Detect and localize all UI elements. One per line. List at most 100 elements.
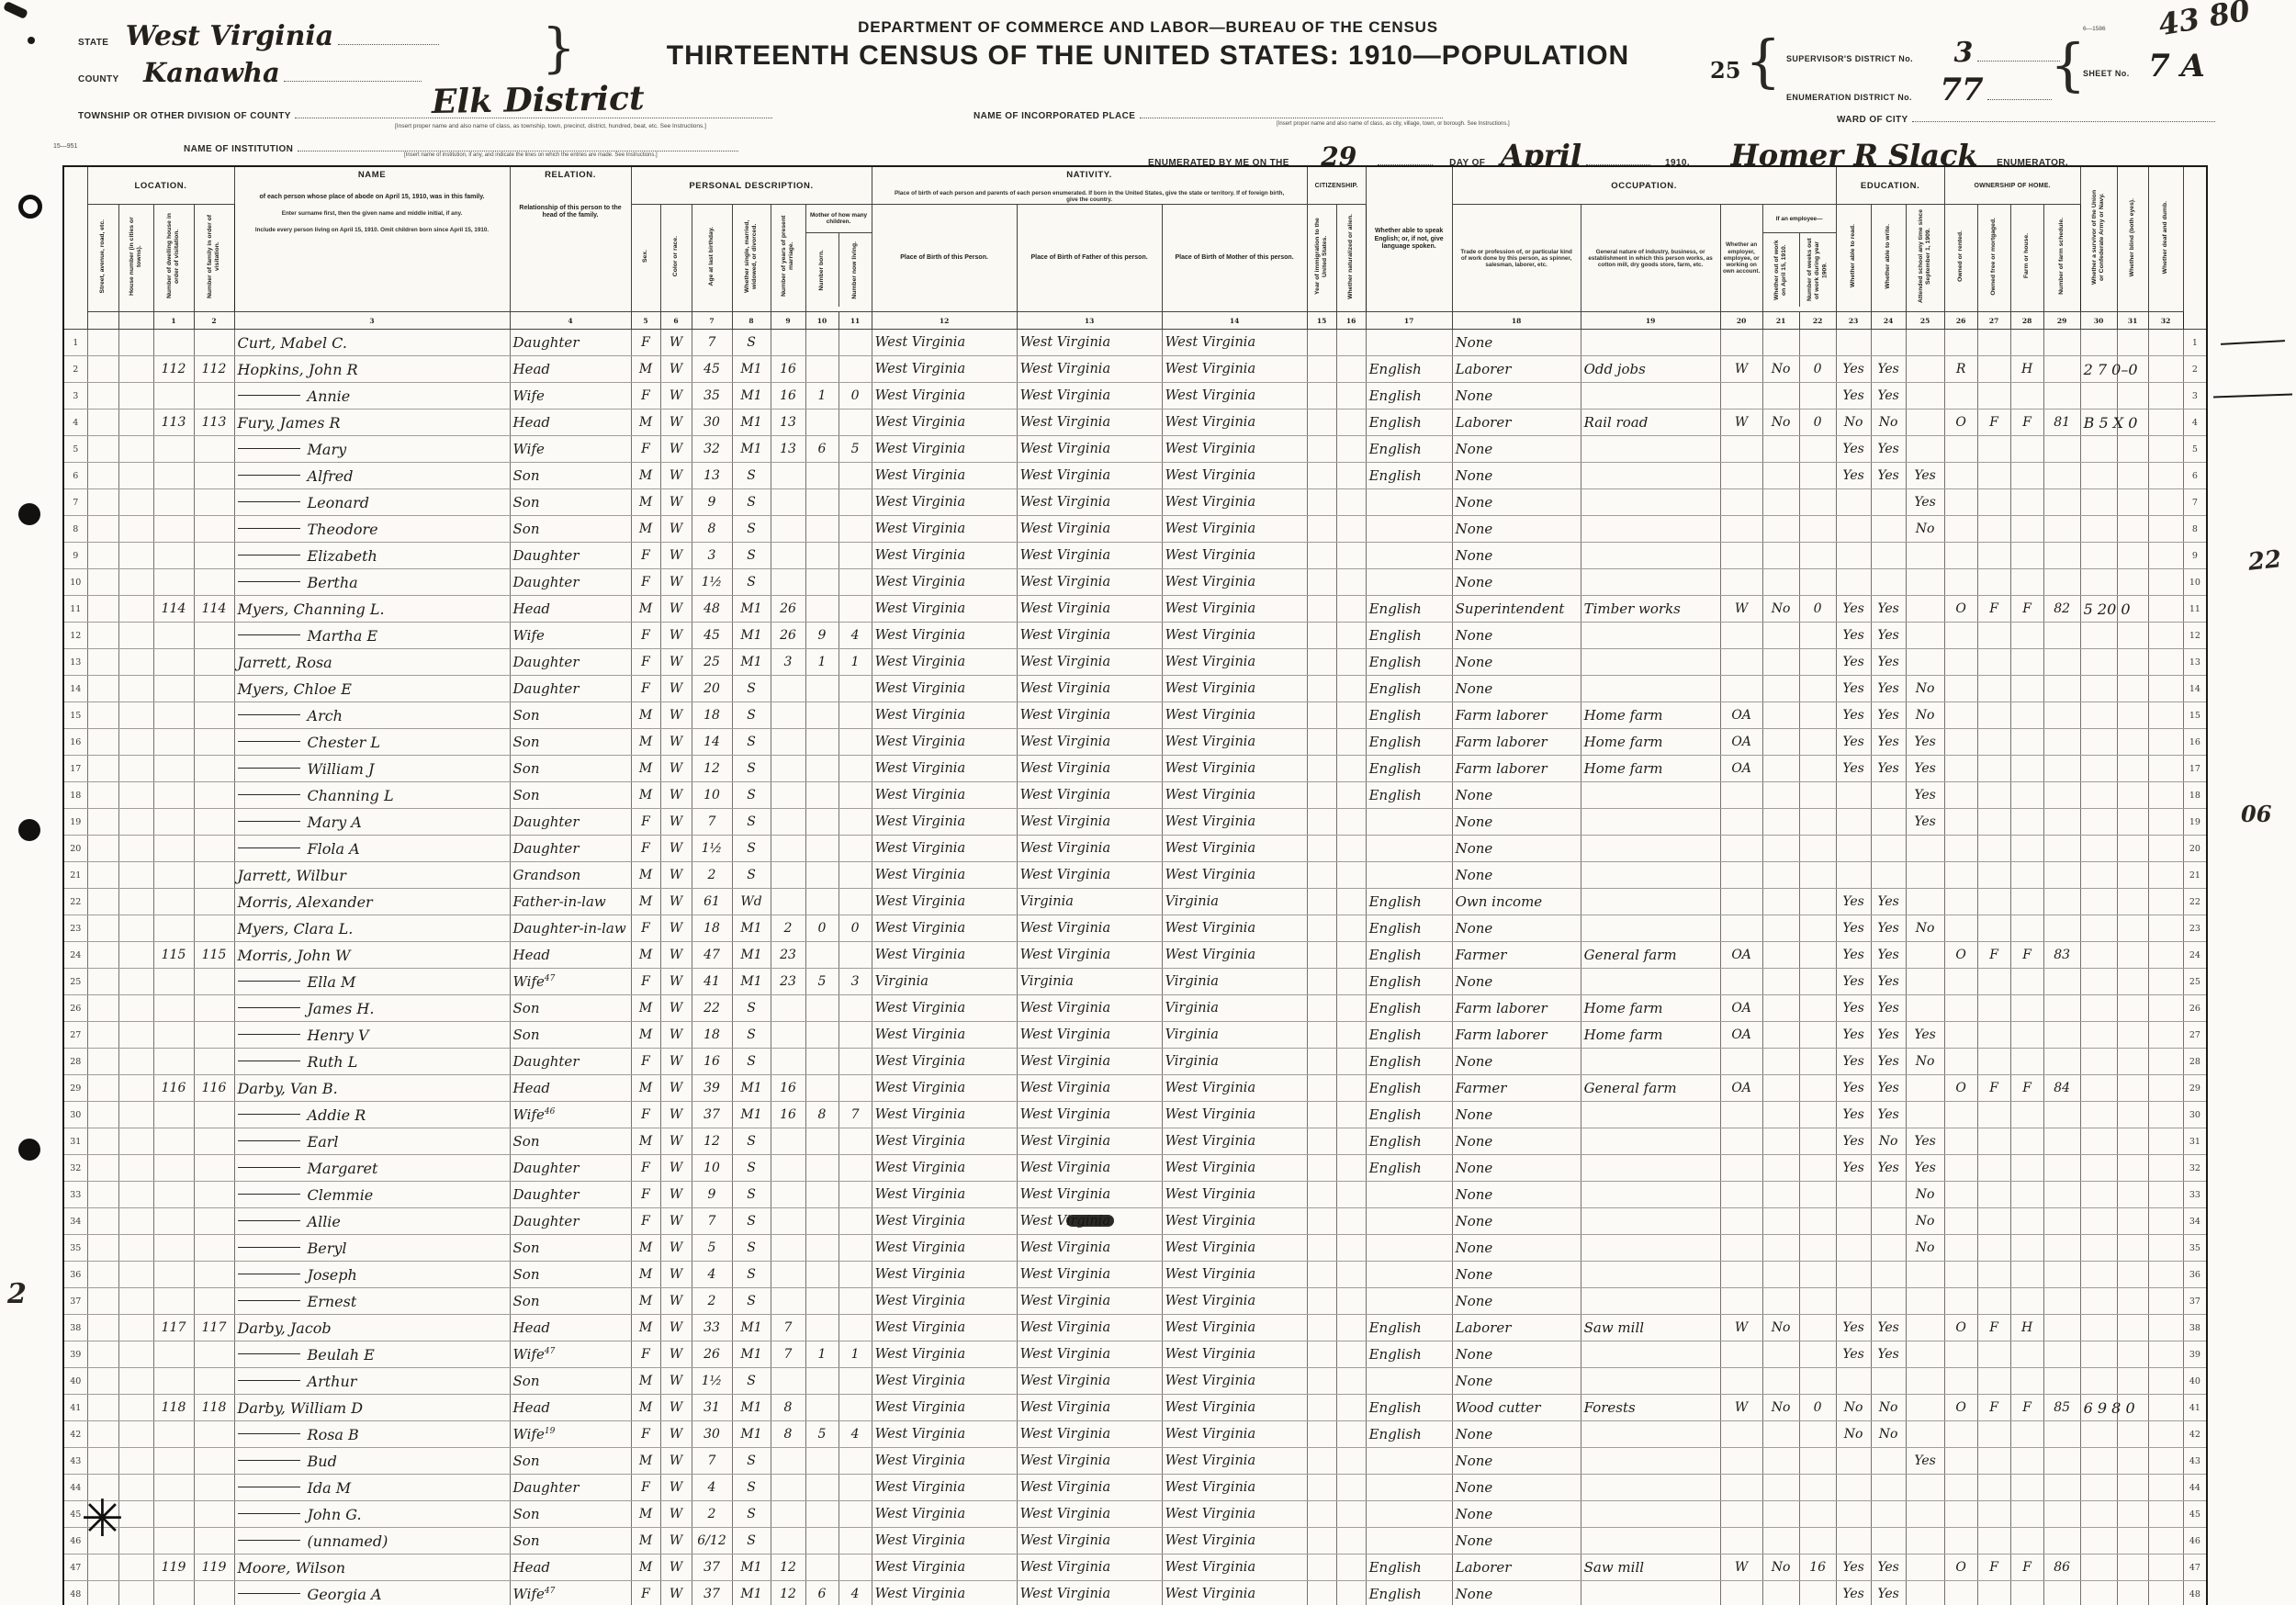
father-birthplace-cell: West Virginia [1017,515,1163,544]
blind-cell [2117,968,2149,996]
dwelling-number-cell [153,1181,195,1209]
deaf-cell [2148,1261,2184,1289]
relation-cell: Son [509,781,632,810]
out-of-work-cell [1762,755,1800,783]
children-born-cell [805,861,839,890]
age-cell: 4 [692,1261,733,1289]
enumerated-year: 1910. [1665,158,1691,168]
blind-cell [2117,595,2149,623]
deaf-cell [2148,1234,2184,1263]
immigration-year-cell [1306,1500,1337,1529]
farm-schedule-cell [2043,1154,2081,1183]
blind-cell [2117,888,2149,916]
reads-cell [1835,1287,1872,1316]
ditto-dash [237,740,300,742]
age-cell: 9 [692,1181,733,1209]
marital-status-cell: S [732,462,771,490]
line-number-cell: 3 [63,382,88,410]
english-cell [1365,835,1453,863]
father-birthplace-cell: West Virginia [1017,1021,1163,1049]
school-cell [1906,835,1945,863]
farm-schedule-cell [2043,1021,2081,1049]
birthplace-column-header: Place of Birth of this Person. [871,204,1018,313]
years-married-cell: 16 [771,382,806,410]
farm-house-cell [2010,1287,2044,1316]
owned-rented-cell [1943,1580,1978,1605]
english-cell [1365,329,1453,357]
house-number-cell [118,1234,154,1263]
writes-cell [1871,808,1907,836]
years-married-cell [771,329,806,357]
relation-cell: Wife [509,622,632,650]
marital-status-cell: M1 [732,1394,771,1422]
father-birthplace-cell: West Virginia [1017,1447,1163,1476]
farm-schedule-cell: 86 [2043,1554,2081,1582]
family-number-cell [194,1367,235,1396]
out-of-work-cell [1762,1367,1800,1396]
free-mortgaged-cell [1977,1207,2011,1236]
deaf-cell [2148,1554,2184,1582]
father-birthplace-cell: West Virginia [1017,1474,1163,1502]
marital-status-cell: S [732,329,771,357]
census-row: 46 (unnamed) Son M W 6/12 S West Virginia West V… [63,1527,2208,1555]
age-cell: 2 [692,861,733,890]
census-row: 43 Bud Son M W 7 S West Virginia West Virginia We… [63,1447,2208,1476]
dwelling-number-cell [153,1101,195,1129]
ditto-dash [237,394,300,396]
relation-cell: Head [509,409,632,437]
mother-birthplace-cell: West Virginia [1162,1394,1308,1422]
farm-house-cell [2010,755,2044,783]
left-margin-note: 2 [7,1278,27,1310]
reads-cell [1835,835,1872,863]
line-number-cell: 43 [63,1447,88,1476]
blind-cell [2117,622,2149,650]
sex-cell: F [630,568,661,597]
english-cell: English [1365,355,1453,384]
years-married-cell [771,488,806,517]
years-married-cell [771,1048,806,1076]
deaf-cell [2148,1420,2184,1449]
sex-cell: M [630,488,661,517]
ditto-dash [237,1512,300,1514]
naturalized-cell [1336,1554,1367,1582]
writes-cell [1871,1287,1907,1316]
farm-schedule-cell [2043,568,2081,597]
out-of-work-cell [1762,861,1800,890]
years-married-cell [771,1207,806,1236]
census-row: 44 Ida M Daughter F W 4 S West Virginia West Vir… [63,1474,2208,1502]
line-number-cell-right: 48 [2182,1580,2208,1605]
veteran-label: Whether a survivor of the Union or Confe… [2090,189,2106,285]
veteran-cell [2079,568,2118,597]
line-number-cell: 11 [63,595,88,623]
naturalized-cell [1336,1154,1367,1183]
age-cell: 7 [692,1207,733,1236]
naturalized-cell [1336,648,1367,677]
farm-schedule-cell [2043,755,2081,783]
street-cell [87,1234,119,1263]
sex-cell: M [630,701,661,730]
family-number-cell: 116 [194,1074,235,1103]
naturalized-cell [1336,808,1367,836]
free-mortgaged-cell [1977,1261,2011,1289]
column-number: 15 [1306,311,1337,331]
census-row: 5 Mary Wife F W 32 M1 13 6 5 West Virginia West Vir… [63,435,2208,464]
ditto-dash [237,1299,300,1301]
sheet-value: 7 A [2148,48,2205,84]
dwelling-number-cell [153,1128,195,1156]
blind-cell [2117,728,2149,757]
owned-rented-cell [1943,861,1978,890]
name-cell: Addie R [233,1101,511,1129]
relation-cell: Head [509,355,632,384]
school-label: Attended school any time since September… [1917,208,1932,303]
sex-cell: F [630,1101,661,1129]
ditto-dash [237,447,300,449]
age-cell: 45 [692,355,733,384]
industry-cell [1581,1181,1721,1209]
employer-status-cell: W [1720,409,1763,437]
marital-status-cell: S [732,1500,771,1529]
farm-house-cell [2010,781,2044,810]
trade-cell: None [1451,1367,1581,1396]
writes-cell: Yes [1871,1341,1907,1369]
sex-cell: F [630,808,661,836]
dwelling-number-cell [153,1021,195,1049]
